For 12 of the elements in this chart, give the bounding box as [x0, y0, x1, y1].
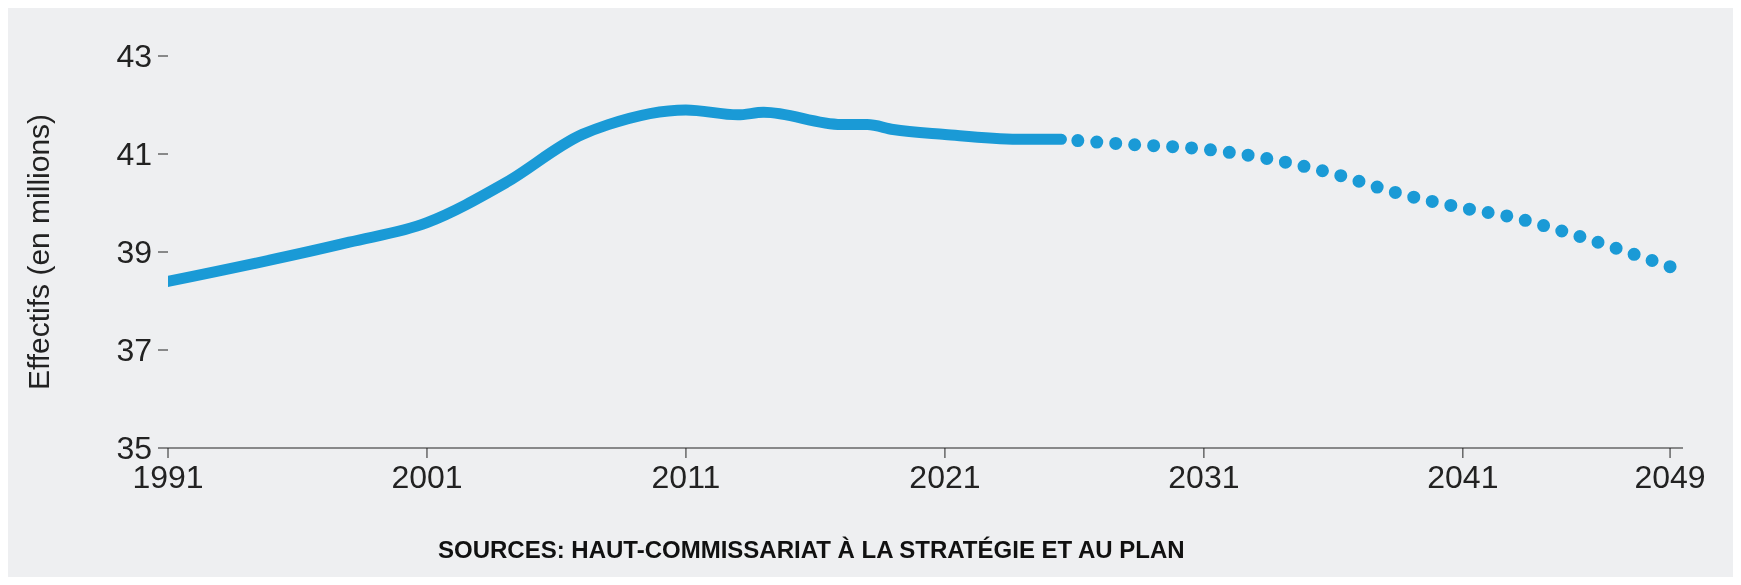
x-tick-label: 2021 [909, 459, 981, 495]
y-tick-label: 41 [116, 136, 152, 172]
x-tick-label: 2041 [1427, 459, 1499, 495]
x-tick-label: 2031 [1168, 459, 1240, 495]
x-tick-label: 2001 [391, 459, 463, 495]
x-tick-label: 2011 [651, 459, 721, 495]
x-tick-label: 2049 [1634, 459, 1706, 495]
y-tick-label: 39 [116, 234, 152, 270]
y-tick-label: 37 [116, 332, 152, 368]
y-tick-label: 43 [116, 38, 152, 74]
source-note: SOURCES: HAUT-COMMISSARIAT À LA STRATÉGIE ET AU PLAN [438, 536, 1185, 564]
y-axis-title: Effectifs (en millions) [21, 113, 55, 391]
